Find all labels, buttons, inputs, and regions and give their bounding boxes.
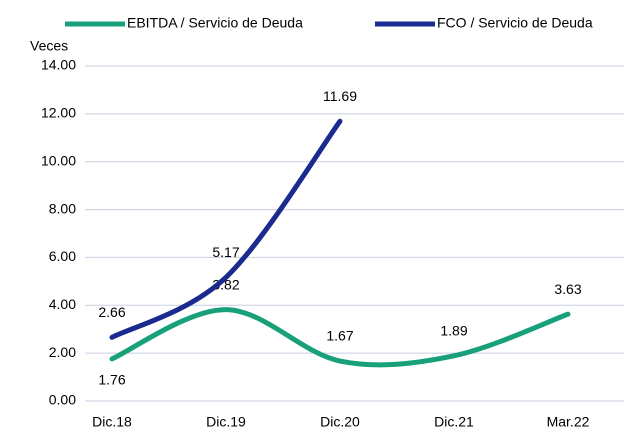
y-tick-label: 6.00: [49, 248, 76, 264]
data-label: 3.63: [554, 281, 581, 297]
y-tick-label: 10.00: [41, 152, 76, 168]
data-label: 5.17: [212, 244, 239, 260]
y-tick-label: 12.00: [41, 105, 76, 121]
x-tick-label: Dic.21: [434, 414, 474, 427]
data-label: 1.76: [98, 372, 125, 388]
y-axis-label: Veces: [30, 38, 68, 54]
legend-label: FCO / Servicio de Deuda: [437, 15, 593, 31]
data-label: 1.67: [326, 328, 353, 344]
x-tick-label: Mar.22: [547, 414, 590, 427]
x-tick-label: Dic.18: [92, 414, 132, 427]
y-tick-label: 2.00: [49, 344, 76, 360]
legend-label: EBITDA / Servicio de Deuda: [127, 15, 303, 31]
x-tick-label: Dic.19: [206, 414, 246, 427]
data-label: 2.66: [98, 304, 125, 320]
line-series: [109, 307, 571, 368]
y-tick-label: 4.00: [49, 296, 76, 312]
data-label: 1.89: [440, 322, 467, 338]
y-tick-label: 14.00: [41, 57, 76, 73]
line-series: [109, 118, 343, 340]
y-tick-label: 0.00: [49, 392, 76, 408]
data-label: 11.69: [323, 88, 357, 104]
x-tick-label: Dic.20: [320, 414, 360, 427]
y-tick-label: 8.00: [49, 200, 76, 216]
